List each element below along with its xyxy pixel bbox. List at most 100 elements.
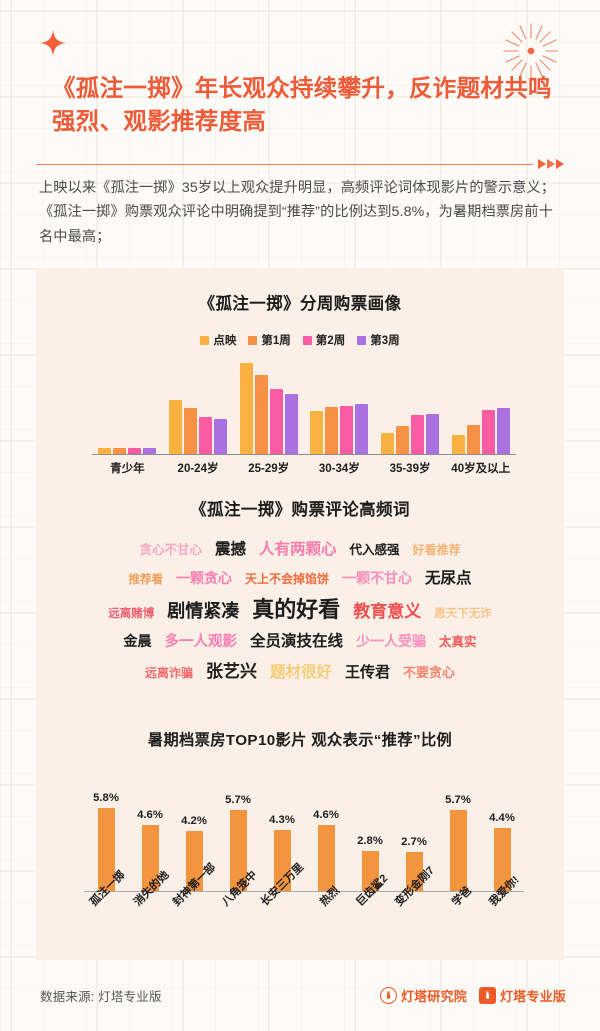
footer: 数据来源: 灯塔专业版 灯塔研究院 灯塔专业版 bbox=[0, 980, 600, 1010]
legend-item-1: 第1周 bbox=[248, 332, 291, 348]
chart1-title: 《孤注一掷》分周购票画像 bbox=[198, 295, 402, 313]
bar bbox=[396, 426, 410, 454]
bar bbox=[185, 831, 203, 891]
wordcloud-word: 教育意义 bbox=[353, 602, 422, 621]
bar-group bbox=[375, 413, 446, 454]
bar-column: 4.2% bbox=[172, 770, 216, 891]
bar bbox=[481, 409, 495, 454]
wordcloud-word: 无尿点 bbox=[425, 569, 472, 587]
legend-label-3: 第3周 bbox=[370, 335, 400, 347]
x-axis-label: 30-34岁 bbox=[318, 463, 360, 475]
legend-item-0: 点映 bbox=[200, 332, 236, 348]
bar-group bbox=[233, 362, 304, 454]
wordcloud-row: 远离赌博 剧情紧凑 真的好看 教育意义 愿天下无诈 bbox=[58, 599, 542, 621]
wordcloud-word: 少一人受骗 bbox=[356, 633, 426, 649]
bar bbox=[310, 411, 324, 454]
bar bbox=[98, 448, 112, 454]
weekly-audience-chart: 《孤注一掷》分周购票画像 点映 第1周 第2周 第3周 青少年 20-24岁 25-29岁… bbox=[36, 268, 564, 475]
bar-group bbox=[163, 399, 234, 454]
bar-value-label: 4.2% bbox=[181, 815, 207, 827]
bar bbox=[229, 809, 247, 891]
bar-value-label: 4.4% bbox=[489, 812, 515, 825]
bar bbox=[449, 809, 467, 891]
x-axis-label-slot: 巨齿鲨2 bbox=[348, 872, 392, 956]
bar bbox=[496, 408, 510, 454]
wordcloud-row: 推荐看 一颗贪心 天上不会掉馅饼 一颗不甘心 无尿点 bbox=[58, 569, 542, 587]
wordcloud-word: 不要贪心 bbox=[403, 664, 456, 680]
x-axis-label-slot: 热烈 bbox=[304, 885, 348, 956]
wordcloud-word: 金晨 bbox=[123, 633, 152, 649]
bar bbox=[355, 404, 369, 454]
divider-line bbox=[36, 163, 533, 165]
four-point-star-icon bbox=[40, 30, 66, 56]
x-axis-label-slot: 我爱你! bbox=[480, 874, 524, 956]
bar bbox=[184, 408, 197, 454]
wordcloud-row: 贪心不甘心 震撼 人有两颗心 代入感强 好看推荐 bbox=[58, 542, 542, 558]
legend-label-2: 第2周 bbox=[315, 335, 346, 347]
bar-value-label: 2.8% bbox=[357, 835, 383, 847]
legend-item-3: 第3周 bbox=[357, 332, 400, 348]
chart1-x-axis-labels: 青少年 20-24岁 25-29岁 30-34岁 35-39岁 40岁及以上 bbox=[92, 460, 516, 476]
bar bbox=[113, 447, 127, 454]
bar bbox=[381, 433, 395, 454]
firework-burst-icon bbox=[503, 23, 559, 79]
bar bbox=[426, 413, 440, 454]
bar bbox=[141, 825, 159, 891]
bar-value-label: 2.7% bbox=[401, 836, 427, 849]
x-axis-label-slot: 消失的她 bbox=[128, 869, 172, 956]
x-axis-label-slot: 孤注一掷 bbox=[84, 869, 128, 956]
x-axis-label: 青少年 bbox=[110, 463, 145, 475]
wordcloud-word: 贪心不甘心 bbox=[139, 543, 202, 557]
bar-value-label: 4.3% bbox=[269, 813, 295, 826]
wordcloud-word: 题材很好 bbox=[269, 663, 332, 681]
bar bbox=[405, 852, 423, 891]
recommend-ratio-chart: 暑期档票房TOP10影片 观众表示“推荐”比例 5.8% 4.6% 4.2% 5.7%… bbox=[36, 728, 564, 909]
wordcloud-word: 王传君 bbox=[345, 663, 391, 681]
chart2-x-axis-labels: 孤注一掷 消失的她 封神第一部 八角笼中 长安三万里 热烈 巨齿鲨2 变形金刚7 学爸 我爱你! bbox=[84, 861, 524, 956]
wordcloud-word: 张艺兴 bbox=[205, 661, 257, 681]
bar bbox=[254, 375, 268, 454]
brand-pro-version: 灯塔专业版 bbox=[478, 986, 566, 1005]
wordcloud-title: 《孤注一掷》购票评论高频词 bbox=[190, 501, 410, 519]
chart1-legend: 点映 第1周 第2周 第3周 bbox=[36, 332, 564, 348]
wordcloud-row: 金晨 多一人观影 全员演技在线 少一人受骗 太真实 bbox=[58, 634, 542, 650]
x-axis-label: 40岁及以上 bbox=[451, 463, 511, 475]
bar bbox=[239, 362, 253, 454]
bar bbox=[451, 434, 465, 454]
bar bbox=[493, 828, 511, 891]
bar bbox=[169, 399, 182, 454]
legend-label-0: 点映 bbox=[213, 335, 237, 347]
wordcloud-word: 远离赌博 bbox=[108, 608, 155, 620]
bar bbox=[143, 447, 157, 454]
legend-item-2: 第2周 bbox=[302, 332, 346, 348]
triple-triangle-right-icon bbox=[537, 159, 564, 169]
brand-logos: 灯塔研究院 灯塔专业版 bbox=[379, 986, 566, 1005]
legend-swatch-1 bbox=[248, 335, 258, 345]
wordcloud-word: 太真实 bbox=[439, 635, 477, 649]
wordcloud-word: 震撼 bbox=[214, 541, 246, 558]
legend-swatch-0 bbox=[200, 335, 210, 345]
bar bbox=[273, 829, 291, 891]
bar bbox=[325, 406, 339, 454]
bar bbox=[466, 424, 480, 454]
x-axis-label-slot: 长安三万里 bbox=[259, 861, 306, 956]
bar-value-label: 4.6% bbox=[137, 809, 163, 822]
bar-column: 4.6% bbox=[128, 770, 172, 891]
bar-group bbox=[92, 447, 163, 454]
bar-column: 5.8% bbox=[84, 770, 128, 891]
x-axis-label-slot: 封神第一部 bbox=[171, 861, 218, 956]
wordcloud-row: 远离诈骗 张艺兴 题材很好 王传君 不要贪心 bbox=[58, 663, 542, 681]
x-axis-label: 35-39岁 bbox=[389, 463, 431, 475]
bar bbox=[317, 825, 335, 891]
wordcloud-word: 远离诈骗 bbox=[144, 665, 193, 680]
wordcloud-word: 全员演技在线 bbox=[249, 633, 343, 650]
chart1-plot bbox=[92, 358, 516, 455]
bar-group bbox=[445, 408, 516, 454]
bar-column: 2.7% bbox=[392, 770, 436, 891]
header-divider bbox=[36, 158, 564, 170]
bar-group bbox=[304, 404, 375, 454]
comment-keywords-cloud: 《孤注一掷》购票评论高频词 贪心不甘心 震撼 人有两颗心 代入感强 好看推荐 推荐看 一颗贪… bbox=[36, 496, 564, 693]
wordcloud-word: 真的好看 bbox=[252, 597, 341, 622]
bar-column: 5.7% bbox=[436, 770, 480, 891]
